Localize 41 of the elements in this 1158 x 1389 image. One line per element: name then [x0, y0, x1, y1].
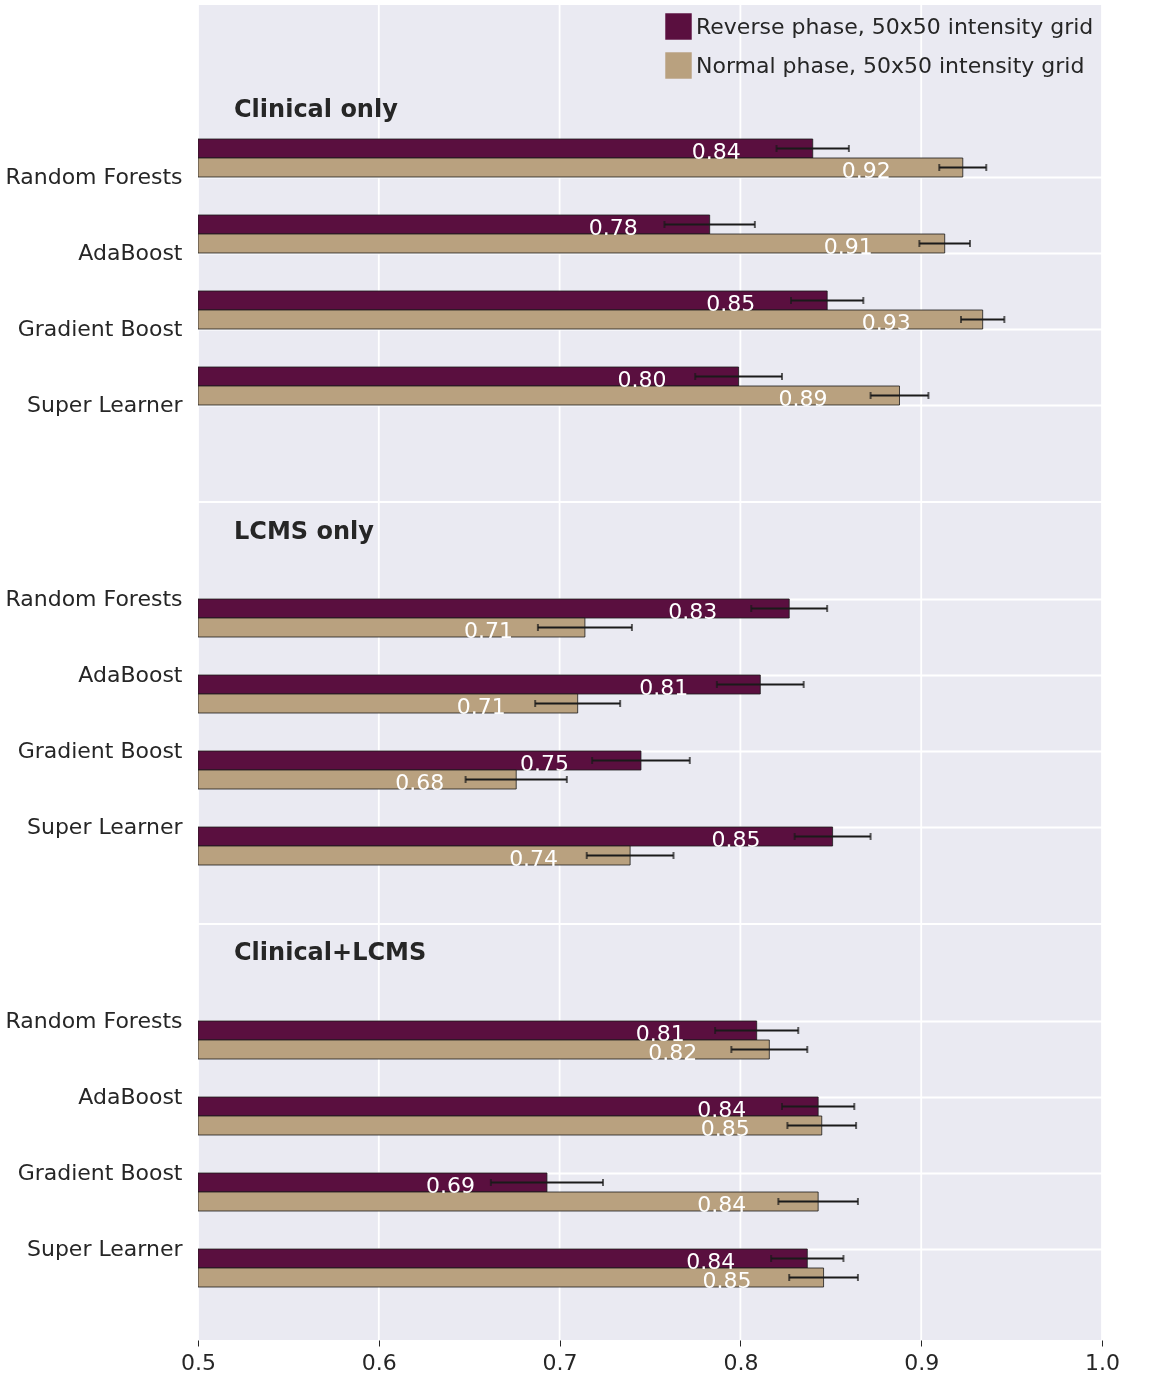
data-label: 0.75	[519, 750, 569, 776]
legend-label: Reverse phase, 50x50 intensity grid	[696, 13, 1094, 39]
data-label: 0.91	[823, 233, 873, 259]
y-tick-label: Gradient Boost	[17, 738, 183, 763]
data-label: 0.92	[841, 157, 891, 183]
y-tick-label: Super Learner	[26, 1236, 184, 1261]
x-tick-label: 0.7	[542, 1349, 578, 1375]
data-label: 0.83	[668, 598, 718, 624]
y-tick-label: AdaBoost	[78, 1084, 183, 1109]
y-tick-label: Gradient Boost	[17, 316, 183, 341]
x-tick-label: 0.5	[181, 1349, 216, 1375]
y-tick-label: Random Forests	[5, 164, 183, 189]
chart-title: Clinical only	[234, 95, 399, 123]
data-label: 0.80	[617, 366, 667, 392]
x-tick-label: 0.8	[723, 1349, 759, 1375]
data-label: 0.89	[778, 385, 828, 411]
data-label: 0.71	[456, 693, 506, 719]
y-tick-label: Super Learner	[26, 814, 184, 839]
y-tick-label: Random Forests	[5, 1008, 183, 1033]
text: Clinical+LCMS	[234, 938, 427, 966]
data-label: 0.93	[861, 309, 911, 335]
data-label: 0.85	[706, 290, 756, 316]
data-label: 0.81	[639, 674, 689, 700]
data-label: 0.78	[588, 214, 638, 240]
data-label: 0.84	[697, 1191, 747, 1217]
y-tick-label: AdaBoost	[78, 662, 183, 687]
legend-label: Normal phase, 50x50 intensity grid	[696, 52, 1085, 78]
data-label: 0.71	[463, 617, 513, 643]
data-label: 0.69	[425, 1172, 475, 1198]
data-label: 0.85	[711, 826, 761, 852]
x-tick-label: 1.0	[1085, 1349, 1120, 1375]
data-label: 0.68	[395, 769, 445, 795]
y-tick-label: Super Learner	[26, 392, 184, 417]
data-label: 0.84	[691, 138, 741, 164]
x-tick-label: 0.6	[361, 1349, 397, 1375]
x-tick-label: 0.9	[904, 1349, 940, 1375]
data-label: 0.74	[509, 845, 559, 871]
y-tick-label: Gradient Boost	[17, 1160, 183, 1185]
y-tick-label: AdaBoost	[78, 240, 183, 265]
text: LCMS only	[234, 517, 375, 545]
y-tick-label: Random Forests	[5, 586, 183, 611]
